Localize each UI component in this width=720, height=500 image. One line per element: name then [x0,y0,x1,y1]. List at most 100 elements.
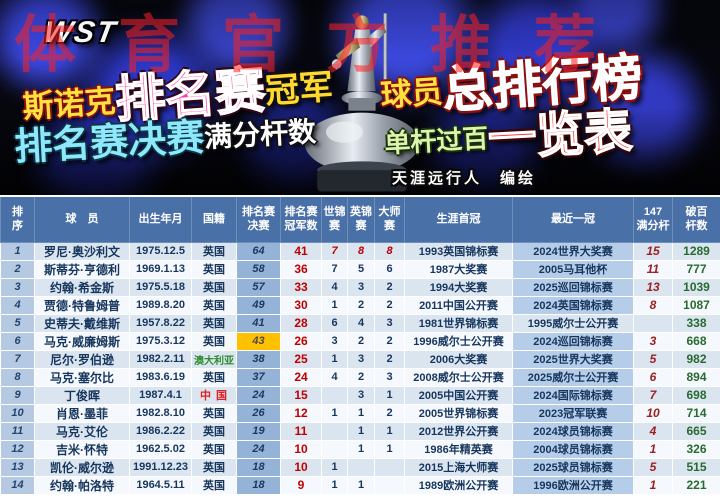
table-row: 4 贾德·特鲁姆普 1989.8.20 英国 49 30 1 2 2 2011中国公开赛 2024英… [0,296,720,315]
ranking-titles-cell: 33 [280,278,322,297]
latest-title-cell: 2004球员锦标赛 [512,440,634,459]
rank-cell: 11 [0,422,35,441]
birth-date-cell: 1986.2.22 [129,422,192,441]
ranking-titles-cell: 15 [280,386,322,405]
century-count-cell: 665 [672,422,720,441]
ranking-titles-cell: 9 [280,476,322,495]
masters-cell: 3 [374,368,405,387]
nationality-cell: 英国 [191,458,237,477]
rank-cell: 3 [0,278,35,297]
century-count-cell: 326 [672,440,720,459]
player-name-cell: 尼尔·罗伯逊 [34,350,130,369]
century-count-cell: 777 [672,260,720,279]
table-row: 14 约翰·帕洛特 1964.5.11 英国 18 9 1 1 1989欧洲公开赛 1996欧洲公… [0,476,720,495]
world-championships-cell [321,386,348,405]
latest-title-cell: 2005马耳他杯 [512,260,634,279]
century-count-cell: 714 [672,404,720,423]
ranking-titles-cell: 36 [280,260,322,279]
uk-championships-cell: 3 [347,350,375,369]
max-147-count-cell: 1 [633,476,673,495]
table-row: 13 凯伦·威尔逊 1991.12.23 英国 18 10 1 2015上海大师赛 2025球员… [0,458,720,477]
col-header-rank: 排 序 [0,195,35,243]
ranking-finals-cell: 41 [236,314,281,333]
birth-date-cell: 1969.1.13 [129,260,192,279]
rank-cell: 10 [0,404,35,423]
latest-title-cell: 1996欧洲公开赛 [512,476,634,495]
birth-date-cell: 1991.12.23 [129,458,192,477]
player-name-cell: 马克·威廉姆斯 [34,332,130,351]
max-147-count-cell: 11 [633,260,673,279]
birth-date-cell: 1975.5.18 [129,278,192,297]
ranking-finals-cell: 43 [236,332,281,351]
player-name-cell: 吉米·怀特 [34,440,130,459]
first-title-cell: 1993英国锦标赛 [404,242,513,261]
century-count-cell: 982 [672,350,720,369]
ranking-finals-cell: 64 [236,242,281,261]
max-147-count-cell: 13 [633,278,673,297]
birth-date-cell: 1975.3.12 [129,332,192,351]
masters-cell [374,476,405,495]
first-title-cell: 1989欧洲公开赛 [404,476,513,495]
subtitle-part-centuries: 单杆过百 [383,123,490,159]
col-header-world-championships: 世锦 赛 [321,195,348,243]
nationality-cell: 英国 [191,260,237,279]
first-title-cell: 2008威尔士公开赛 [404,368,513,387]
first-title-cell: 2006大奖赛 [404,350,513,369]
ranking-titles-cell: 11 [280,422,322,441]
century-count-cell: 668 [672,332,720,351]
nationality-cell: 英国 [191,278,237,297]
latest-title-cell: 2024国际锦标赛 [512,386,634,405]
rank-cell: 9 [0,386,35,405]
table-row: 11 马克·艾伦 1986.2.22 英国 19 11 1 1 2012世界公开赛 2024球员锦… [0,422,720,441]
first-title-cell: 2012世界公开赛 [404,422,513,441]
player-name-cell: 马克·塞尔比 [34,368,130,387]
nationality-cell: 英国 [191,440,237,459]
birth-date-cell: 1982.8.10 [129,404,192,423]
col-header-nationality: 国籍 [191,195,237,243]
birth-date-cell: 1982.2.11 [129,350,192,369]
player-name-cell: 丁俊晖 [34,386,130,405]
ranking-finals-cell: 24 [236,440,281,459]
nationality-cell: 英国 [191,422,237,441]
birth-date-cell: 1983.6.19 [129,368,192,387]
masters-cell: 2 [374,332,405,351]
player-name-cell: 约翰·希金斯 [34,278,130,297]
ranking-finals-cell: 49 [236,296,281,315]
birth-date-cell: 1975.12.5 [129,242,192,261]
rank-cell: 13 [0,458,35,477]
world-championships-cell: 1 [321,296,348,315]
uk-championships-cell: 3 [347,278,375,297]
latest-title-cell: 2024球员锦标赛 [512,422,634,441]
col-header-masters: 大师 赛 [374,195,405,243]
nationality-cell: 澳大利亚 [191,350,237,369]
uk-championships-cell: 1 [347,440,375,459]
banner: WST 斯诺克排名赛冠军 球员总排行榜 排名赛决赛满分杆数 单杆过百一览表 天涯… [0,0,720,195]
table-row: 1 罗尼·奥沙利文 1975.12.5 英国 64 41 7 8 8 1993英国锦标赛 2024世… [0,242,720,261]
player-name-cell: 史蒂夫·戴维斯 [34,314,130,333]
rank-cell: 14 [0,476,35,495]
birth-date-cell: 1962.5.02 [129,440,192,459]
ranking-finals-cell: 57 [236,278,281,297]
table-row: 2 斯蒂芬·亨德利 1969.1.13 英国 58 36 7 5 6 1987大奖赛 2005马耳他… [0,260,720,279]
ranking-finals-cell: 18 [236,458,281,477]
uk-championships-cell: 3 [347,386,375,405]
ranking-finals-cell: 38 [236,350,281,369]
world-championships-cell: 7 [321,260,348,279]
century-count-cell: 221 [672,476,720,495]
col-header-century-count: 破百 杆数 [672,195,720,243]
rank-cell: 8 [0,368,35,387]
subtitle-part-overview: 一览表 [486,105,634,167]
world-championships-cell: 3 [321,332,348,351]
table-row: 7 尼尔·罗伯逊 1982.2.11 澳大利亚 38 25 1 3 2 2006大奖赛 2025世界… [0,350,720,369]
author-credit: 天涯远行人 编绘 [392,170,537,187]
max-147-count-cell: 10 [633,404,673,423]
player-name-cell: 罗尼·奥沙利文 [34,242,130,261]
table-row: 3 约翰·希金斯 1975.5.18 英国 57 33 4 3 2 1994大奖赛 2025巡回锦标… [0,278,720,297]
masters-cell: 2 [374,296,405,315]
subtitle-century-list: 单杆过百一览表 [382,92,635,175]
player-name-cell: 约翰·帕洛特 [34,476,130,495]
birth-date-cell: 1989.8.20 [129,296,192,315]
table-row: 6 马克·威廉姆斯 1975.3.12 英国 43 26 3 2 2 1996威尔士公开赛 2024… [0,332,720,351]
latest-title-cell: 2024英国锦标赛 [512,296,634,315]
subtitle-part-finals: 排名赛决赛 [13,116,206,169]
